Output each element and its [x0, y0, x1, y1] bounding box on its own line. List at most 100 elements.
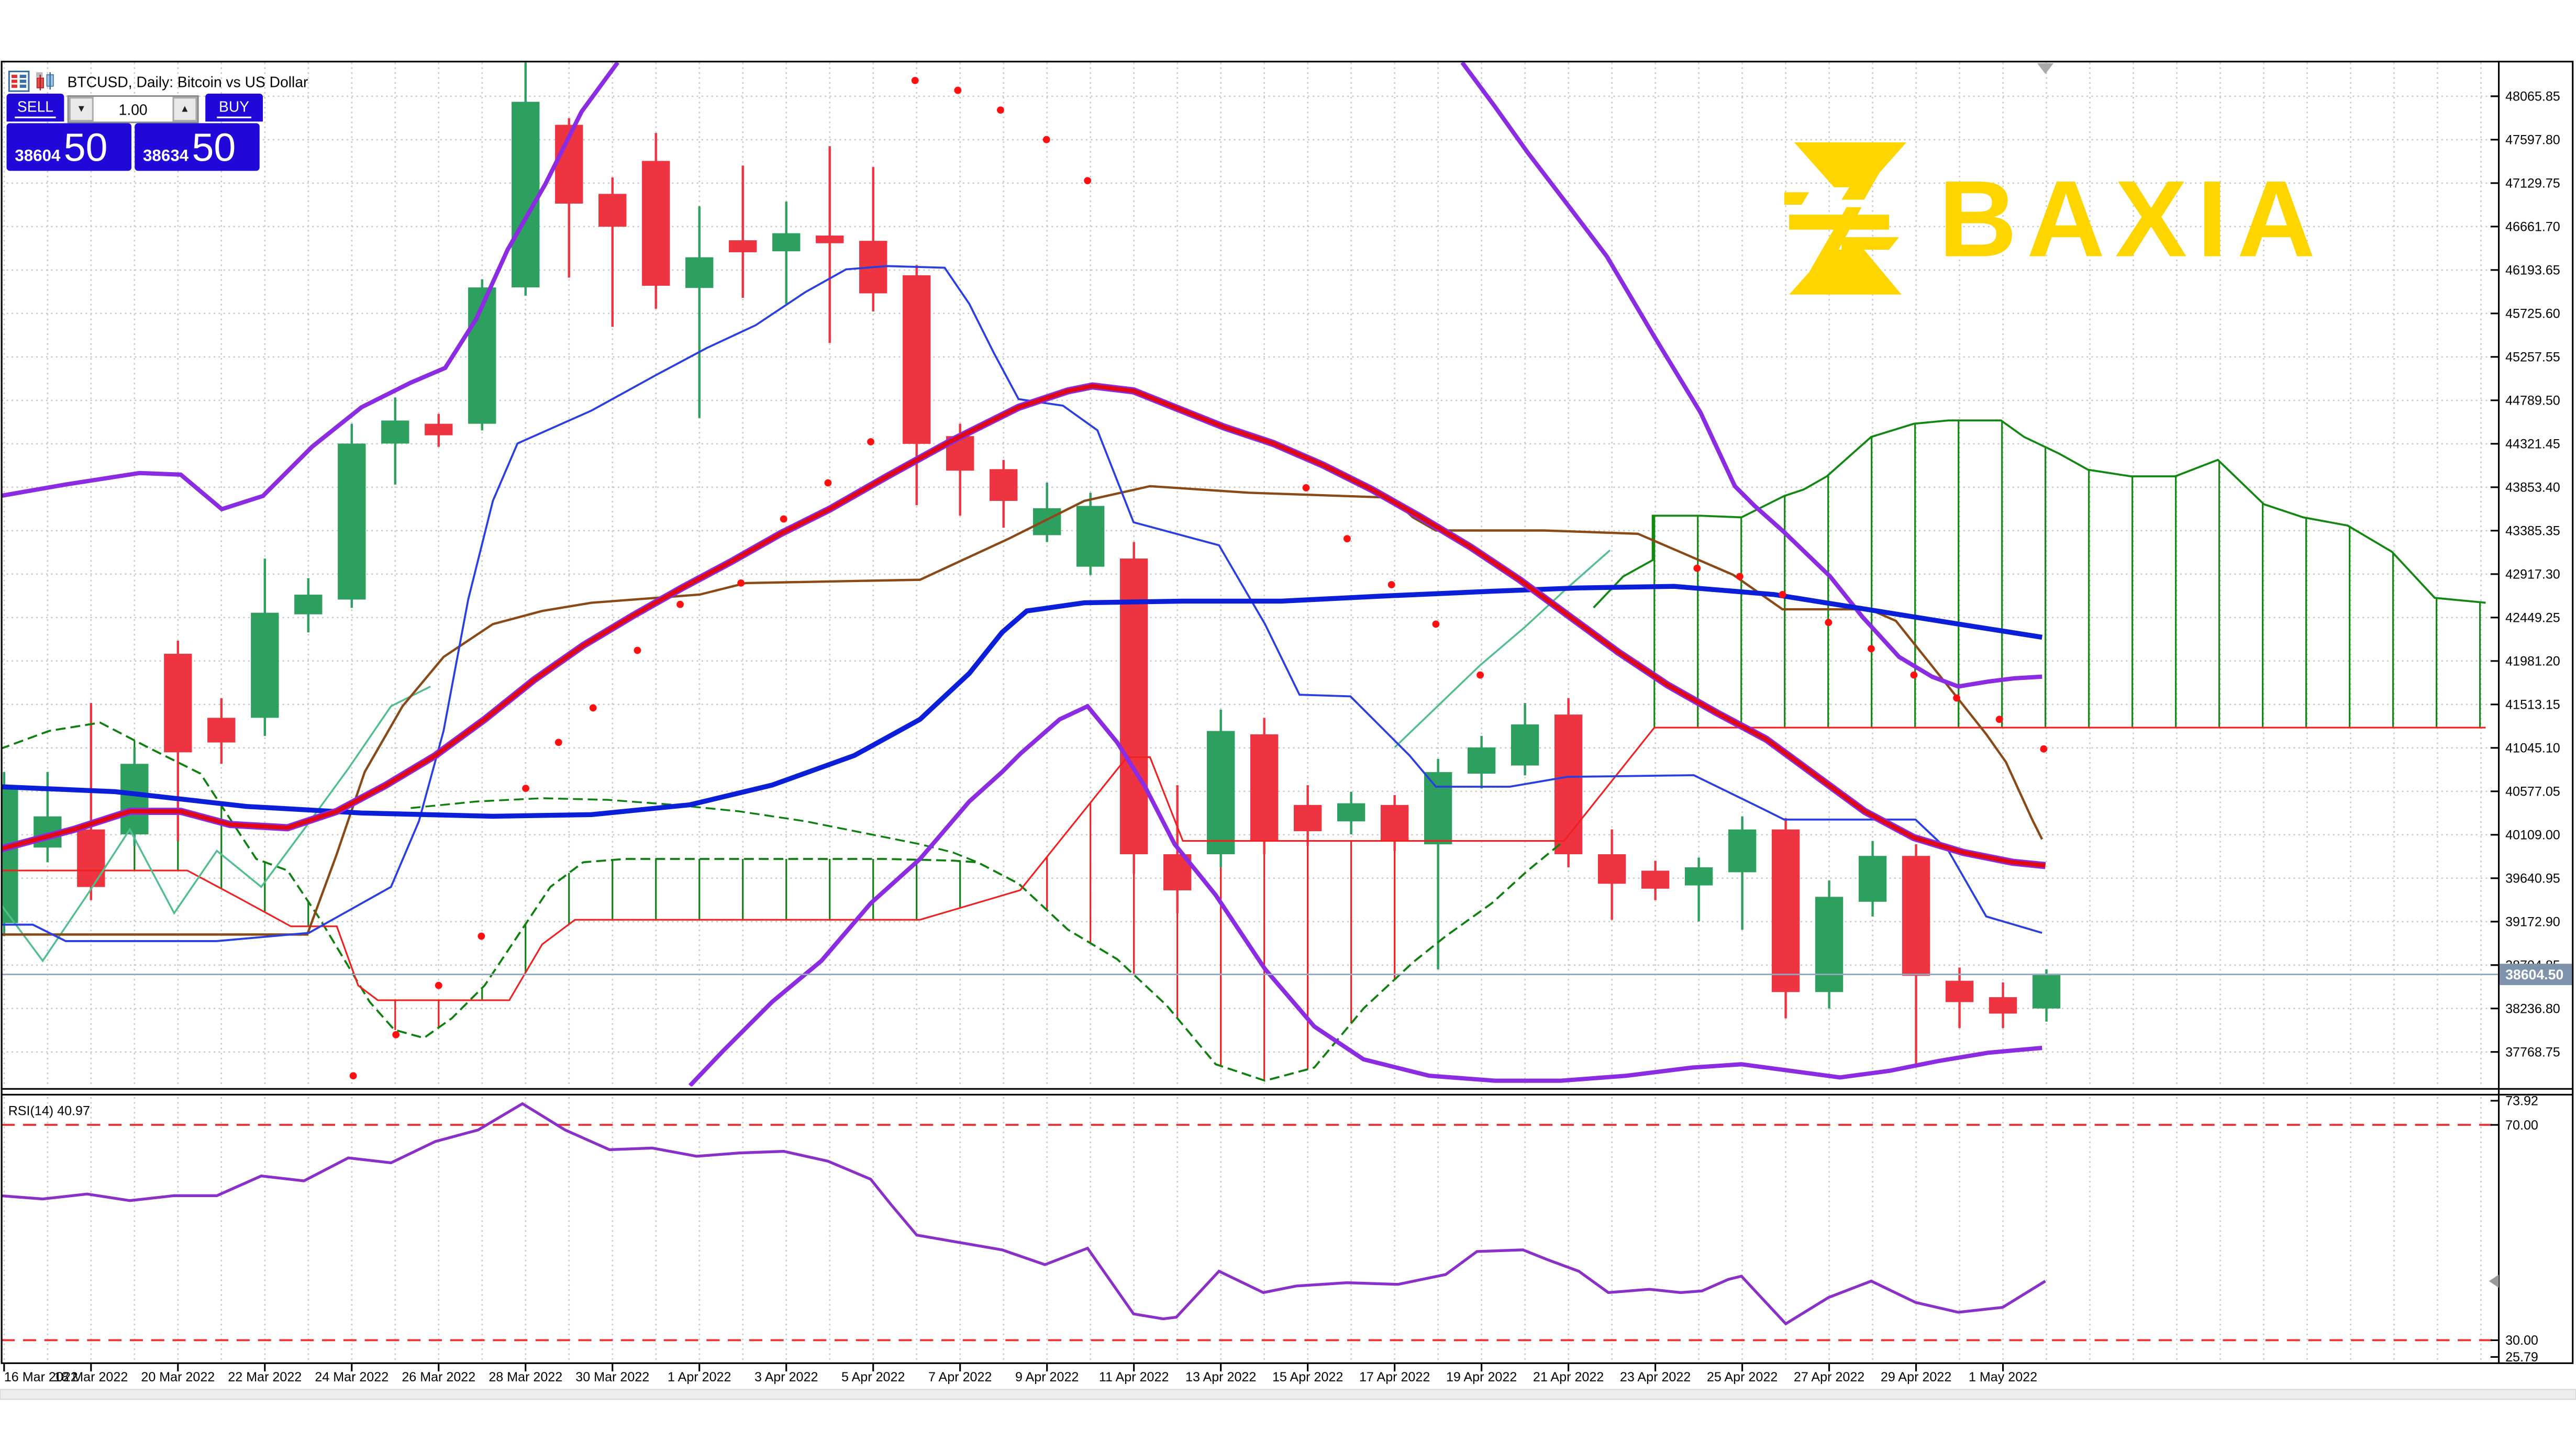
baxia-watermark: BAXIA — [1784, 141, 2325, 296]
rsi-axis[interactable]: 73.92 70.00 30.00 25.79 — [2489, 1094, 2538, 1365]
candle — [512, 62, 540, 296]
sell-button[interactable]: SELL — [6, 93, 64, 122]
date-axis-label: 11 Apr 2022 — [1099, 1370, 1169, 1384]
candle — [1641, 861, 1670, 900]
candle — [2032, 969, 2061, 1022]
date-axis-label: 1 Apr 2022 — [668, 1370, 731, 1384]
baxia-logo-text: BAXIA — [1938, 158, 2326, 280]
candle — [251, 559, 279, 736]
market-watch-icon — [8, 70, 30, 92]
price-axis-label: 43385.35 — [2505, 524, 2560, 539]
date-axis-label: 5 Apr 2022 — [841, 1370, 905, 1384]
date-axis-label: 25 Apr 2022 — [1707, 1370, 1778, 1384]
candle — [642, 133, 670, 309]
date-axis-label: 28 Mar 2022 — [488, 1370, 562, 1384]
candle — [555, 118, 583, 278]
candle — [990, 460, 1018, 528]
price-axis-label: 48065.85 — [2505, 90, 2560, 104]
candle — [1554, 698, 1583, 868]
rsi-axis-label: 30.00 — [2505, 1333, 2538, 1348]
candle — [1511, 703, 1539, 776]
candle — [1728, 816, 1757, 930]
date-axis-label: 20 Mar 2022 — [141, 1370, 215, 1384]
senkou-span-b-line — [2, 721, 1565, 1082]
candle — [1815, 880, 1844, 1009]
fast-ma-line — [2, 384, 2046, 868]
candle — [1467, 735, 1496, 789]
date-axis-label: 13 Apr 2022 — [1185, 1370, 1256, 1384]
window-frame — [1, 61, 2574, 1364]
price-axis-label: 38236.80 — [2505, 1002, 2560, 1017]
date-axis-label: 18 Mar 2022 — [54, 1370, 128, 1384]
candle — [1597, 829, 1626, 920]
candle — [1858, 841, 1887, 917]
price-pane[interactable] — [0, 62, 2486, 1087]
price-axis-label: 42917.30 — [2505, 567, 2560, 582]
rsi-axis-label: 25.79 — [2505, 1350, 2538, 1365]
chikou-span-line — [2, 686, 431, 963]
price-axis-label: 43853.40 — [2505, 481, 2560, 495]
volume-decrease-button[interactable]: ▼ — [69, 97, 94, 122]
candle — [338, 423, 366, 608]
volume-input[interactable] — [93, 97, 173, 122]
candle — [772, 202, 801, 304]
candle — [598, 177, 627, 327]
rsi-line — [2, 1102, 2046, 1326]
candle — [294, 578, 323, 633]
price-axis-label: 41981.20 — [2505, 654, 2560, 669]
price-axis-label: 45725.60 — [2505, 307, 2560, 321]
current-price-tag — [2500, 964, 2572, 985]
top-marker-icon — [2037, 63, 2054, 74]
candle — [164, 640, 192, 841]
volume-increase-button[interactable]: ▲ — [172, 97, 197, 122]
candle — [903, 265, 931, 506]
date-axis-label: 22 Mar 2022 — [228, 1370, 302, 1384]
sell-price-main: 38604 — [15, 148, 61, 166]
candle — [1033, 483, 1061, 542]
current-price-tag-text: 38604.50 — [2505, 967, 2563, 982]
date-axis-label: 19 Apr 2022 — [1446, 1370, 1517, 1384]
buy-button[interactable]: BUY — [205, 93, 263, 122]
date-axis-label: 23 Apr 2022 — [1620, 1370, 1691, 1384]
candle — [34, 772, 62, 863]
bollinger-upper-band — [1460, 62, 2042, 689]
price-axis-label: 44321.45 — [2505, 437, 2560, 452]
candle — [77, 703, 105, 900]
date-axis-label: 7 Apr 2022 — [928, 1370, 992, 1384]
sell-price-pips: 50 — [63, 126, 108, 171]
candle — [381, 397, 409, 485]
price-axis-label: 41045.10 — [2505, 741, 2560, 756]
price-axis[interactable]: 48065.85 47597.80 47129.75 46661.70 46193.65… — [2490, 90, 2572, 1060]
rsi-label: RSI(14) 40.97 — [8, 1104, 90, 1119]
rsi-pane[interactable] — [0, 1102, 2499, 1342]
candle — [1902, 844, 1930, 1065]
candle — [120, 747, 149, 846]
indicator-lines — [2, 62, 2486, 1087]
candle — [1989, 982, 2017, 1029]
candle — [816, 146, 844, 343]
price-axis-label: 47129.75 — [2505, 176, 2560, 191]
candle — [1684, 857, 1713, 922]
sell-price-box[interactable]: 38604 50 — [6, 123, 132, 171]
rsi-axis-label: 73.92 — [2505, 1094, 2538, 1109]
slow-ma-line — [2, 584, 2042, 819]
date-axis-label: 15 Apr 2022 — [1272, 1370, 1343, 1384]
buy-price-box[interactable]: 38634 50 — [135, 123, 260, 171]
buy-price-main: 38634 — [142, 148, 189, 166]
price-axis-label: 46661.70 — [2505, 220, 2560, 234]
price-axis-label: 42449.25 — [2505, 611, 2560, 626]
kijun-sen-line — [2, 485, 2044, 936]
tenkan-sen-line — [2, 265, 2042, 942]
price-axis-label: 37768.75 — [2505, 1045, 2560, 1060]
date-axis-label: 26 Mar 2022 — [402, 1370, 475, 1384]
senkou-span-a-future-line — [1593, 419, 2486, 609]
bollinger-lower-band — [688, 703, 2042, 1087]
date-axis-label: 16 Mar 2022 — [4, 1370, 78, 1384]
price-axis-label: 39172.90 — [2505, 915, 2560, 930]
rsi-axis-label: 70.00 — [2505, 1118, 2538, 1133]
bollinger-middle-band — [2, 382, 2046, 869]
horizontal-scrollbar[interactable] — [0, 1389, 2576, 1400]
one-click-trade-panel: SELL ▼ ▲ BUY 38604 50 38634 50 — [6, 93, 263, 171]
